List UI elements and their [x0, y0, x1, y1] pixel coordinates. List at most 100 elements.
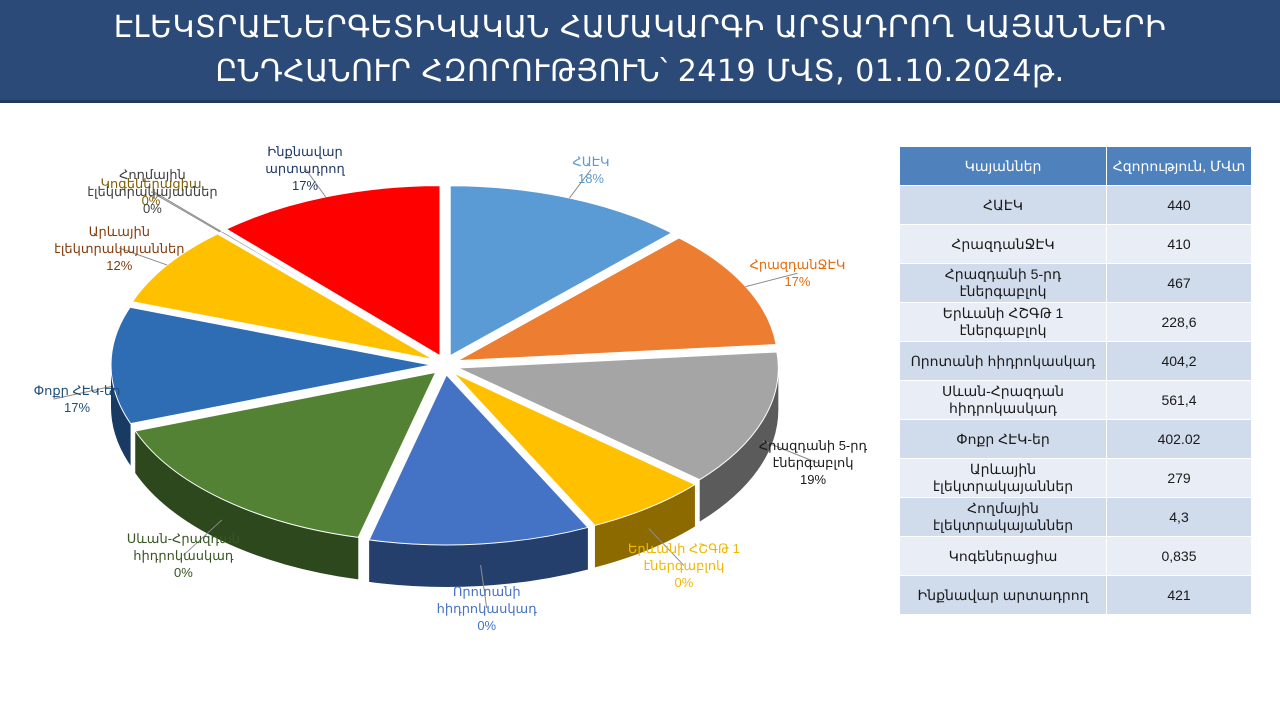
slice-percent-label: 18% — [577, 170, 604, 186]
slice-label-text: էներգաբլոկ — [643, 557, 725, 573]
capacity-cell: 0,835 — [1106, 536, 1252, 576]
leader-line — [304, 168, 327, 198]
pie-slice — [110, 306, 432, 425]
station-name-cell: Հրազդանի 5-րդ էներգաբլոկ — [899, 263, 1107, 303]
title-banner: ԷԼԵԿՏՐԱԷՆԵՐԳԵՏԻԿԱԿԱՆ ՀԱՄԱԿԱՐԳԻ ԱՐՏԱԴՐՈՂ … — [0, 0, 1280, 103]
slice-label-text: Երևանի ՀՇԳԹ 1 — [627, 540, 740, 556]
slice-label-text: Արևային — [88, 223, 150, 239]
pie-slice — [134, 371, 437, 538]
pie-slice — [458, 351, 779, 481]
table-row: Որոտանի հիդրոկասկադ 404,2 — [899, 341, 1252, 381]
leader-line — [648, 528, 685, 566]
capacity-cell: 279 — [1106, 458, 1252, 498]
slice-percent-label: 0% — [173, 564, 193, 580]
capacity-cell: 467 — [1106, 263, 1252, 303]
pie-slice — [453, 372, 696, 526]
slice-percent-label: 19% — [799, 472, 827, 488]
station-name-cell: Արևային էլեկտրակայաններ — [899, 458, 1107, 498]
capacity-table: Կայաններ Հզորություն, ՄՎտ ՀԱԷԿ 440 Հրազդան… — [899, 146, 1252, 615]
leader-line — [53, 385, 112, 400]
slice-label-text: ՀԱԷԿ — [572, 153, 610, 169]
leader-line — [745, 272, 798, 288]
pie-slice-side — [699, 368, 779, 522]
column-header-capacity: Հզորություն, ՄՎտ — [1106, 146, 1252, 186]
page-title-line-1: ԷԼԵԿՏՐԱԷՆԵՐԳԵՏԻԿԱԿԱՆ ՀԱՄԱԿԱՐԳԻ ԱՐՏԱԴՐՈՂ … — [113, 10, 1167, 45]
table-row: Հողմային էլեկտրակայաններ 4,3 — [899, 497, 1252, 537]
table-row: ՀԱԷԿ 440 — [899, 185, 1252, 225]
pie-slice — [449, 185, 673, 357]
pie-slice — [368, 374, 589, 546]
slice-label-text: Հրազդանի 5-րդ — [758, 438, 868, 454]
station-name-cell: ՀԱԷԿ — [899, 185, 1107, 225]
slice-label-text: արտադրող — [265, 160, 345, 176]
leader-line — [569, 169, 592, 199]
slice-label-text: էներգաբլոկ — [772, 455, 854, 471]
table-header-row: Կայաններ Հզորություն, ՄՎտ — [899, 146, 1252, 186]
pie-slices — [110, 185, 779, 546]
slice-label-text: Սևան-Հրազդան — [126, 530, 241, 546]
station-name-cell: Որոտանի հիդրոկասկադ — [899, 341, 1107, 381]
slice-label-text: Կոգեներացիա — [100, 175, 202, 191]
page-title: ԷԼԵԿՏՐԱԷՆԵՐԳԵՏԻԿԱԿԱՆ ՀԱՄԱԿԱՐԳԻ ԱՐՏԱԴՐՈՂ … — [0, 6, 1280, 94]
leader-line — [762, 440, 819, 464]
capacity-cell: 561,4 — [1106, 380, 1252, 420]
station-name-cell: Կոգեներացիա — [899, 536, 1107, 576]
slice-label-text: հիդրոկասկադ — [436, 600, 537, 616]
table-row: Երևանի ՀՇԳԹ 1 էներգաբլոկ 228,6 — [899, 302, 1252, 342]
slice-label-text: Փոքր ՀԷԿ-եր — [33, 383, 121, 399]
pie-slice-side — [135, 431, 359, 580]
slice-percent-label: 0% — [143, 200, 162, 216]
slice-label-text: Որոտանի — [452, 583, 521, 599]
pie-slice-side — [594, 484, 695, 568]
capacity-cell: 410 — [1106, 224, 1252, 264]
capacity-cell: 228,6 — [1106, 302, 1252, 342]
station-name-cell: Հողմային էլեկտրակայաններ — [899, 497, 1107, 537]
pie-slice-label: Սևան-Հրազդան հիդրոկասկադ 0% — [108, 530, 258, 581]
leader-line — [150, 191, 221, 233]
table-row: Սևան-Հրազդան հիդրոկասկադ 561,4 — [899, 380, 1252, 420]
table-row: Ինքնավար արտադրող 421 — [899, 575, 1252, 615]
table-row: ՀրազդանՋԷԿ 410 — [899, 224, 1252, 264]
pie-slice — [225, 185, 441, 357]
pie-slice-label: Արևային էլեկտրակայաններ 12% — [44, 223, 194, 274]
slice-label-text: հիդրոկասկադ — [133, 547, 234, 563]
station-name-cell: Երևանի ՀՇԳԹ 1 էներգաբլոկ — [899, 302, 1107, 342]
pie-slice-label: Հրազդանի 5-րդ էներգաբլոկ 19% — [738, 437, 888, 488]
pie-chart-svg — [53, 168, 819, 609]
capacity-cell: 402.02 — [1106, 419, 1252, 459]
table-row: Հրազդանի 5-րդ էներգաբլոկ 467 — [899, 263, 1252, 303]
column-header-stations: Կայաններ — [899, 146, 1107, 186]
station-name-cell: Սևան-Հրազդան հիդրոկասկադ — [899, 380, 1107, 420]
pie-slice-label: ՀԱԷԿ 18% — [516, 153, 666, 187]
slice-percent-label: 17% — [292, 177, 319, 193]
pie-slice-side — [369, 527, 588, 587]
capacity-cell: 440 — [1106, 185, 1252, 225]
slice-label-text: էլեկտրակայաններ — [87, 183, 218, 199]
pie-slice-label: Որոտանի հիդրոկասկադ 0% — [412, 583, 562, 634]
leader-lines — [53, 168, 819, 609]
leader-line — [119, 247, 168, 266]
pie-chart: ՀԱԷԿ 18% ՀրազդանՋԷԿ 17% Հրազդանի 5-րդ էներգաբ… — [0, 100, 890, 720]
pie-slice — [457, 237, 777, 362]
station-name-cell: Ինքնավար արտադրող — [899, 575, 1107, 615]
capacity-table-wrapper: Կայաններ Հզորություն, ՄՎտ ՀԱԷԿ 440 Հրազդան… — [899, 146, 1252, 615]
station-name-cell: Փոքր ՀԷԿ-եր — [899, 419, 1107, 459]
slice-percent-label: 0% — [141, 192, 161, 208]
slice-label-text: ՀրազդանՋԷԿ — [749, 257, 846, 273]
pie-slice-label: Փոքր ՀԷԿ-եր 17% — [2, 382, 152, 416]
capacity-cell: 421 — [1106, 575, 1252, 615]
table-row: Կոգեներացիա 0,835 — [899, 536, 1252, 576]
pie-slice-label: Հողմային էլեկտրակայաններ 0% — [77, 166, 227, 217]
slice-label-text: էլեկտրակայաններ — [54, 240, 185, 256]
leader-line — [152, 190, 222, 232]
page-title-line-2: ԸՆԴՀԱՆՈՒՐ ՀԶՈՐՈՒԹՅՈՒՆ՝ 2419 ՄՎՏ, 01.10.2… — [215, 54, 1065, 89]
slice-percent-label: 12% — [106, 257, 133, 273]
leader-line — [480, 564, 488, 609]
slice-percent-label: 0% — [674, 574, 694, 590]
slice-label-text: Ինքնավար — [267, 143, 343, 159]
pie-slice-label: Կոգեներացիա 0% — [76, 175, 226, 209]
leader-line — [183, 519, 223, 556]
pie-slice-label: ՀրազդանՋԷԿ 17% — [722, 256, 872, 290]
slice-percent-label: 17% — [63, 400, 91, 416]
pie-slice-label: Ինքնավար արտադրող 17% — [230, 143, 380, 194]
